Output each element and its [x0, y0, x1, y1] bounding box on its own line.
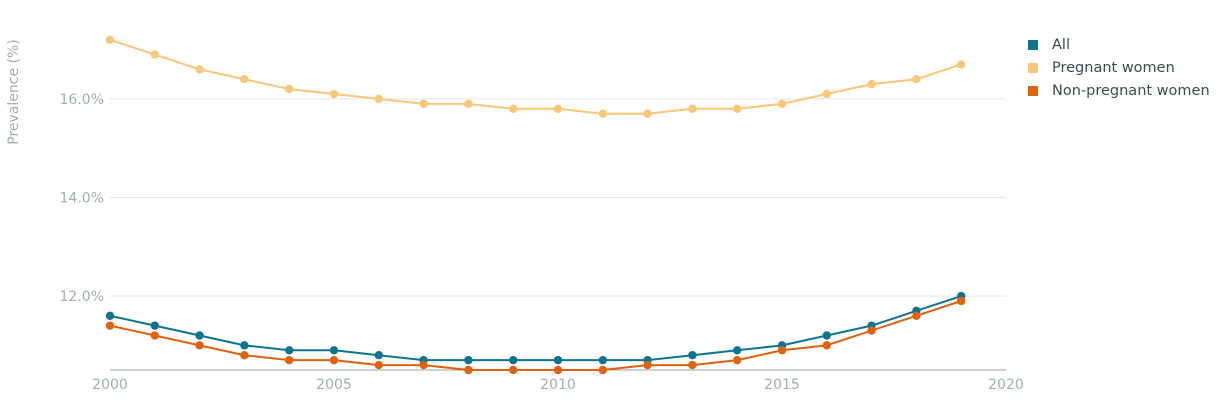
data-point — [285, 84, 294, 94]
legend: All Pregnant women Non-pregnant women — [1028, 33, 1210, 102]
data-point — [240, 75, 249, 84]
data-point — [867, 326, 876, 335]
y-tick-label: 14.0% — [60, 191, 104, 207]
grid-lines — [110, 98, 1006, 297]
data-point — [957, 60, 966, 69]
data-point — [777, 99, 787, 109]
data-point — [822, 89, 831, 99]
data-point — [195, 331, 204, 340]
data-point — [509, 104, 518, 113]
data-point — [598, 355, 607, 365]
data-point — [733, 104, 742, 113]
y-tick-label: 12.0% — [60, 289, 104, 305]
data-point — [733, 355, 742, 365]
x-tick-label: 2005 — [316, 377, 352, 393]
data-point — [329, 346, 339, 355]
data-point — [553, 104, 563, 113]
data-point — [598, 109, 607, 118]
data-point — [912, 311, 921, 320]
data-point — [822, 331, 831, 340]
legend-label: Non-pregnant women — [1052, 82, 1210, 99]
data-point — [643, 360, 652, 370]
data-point — [240, 351, 249, 360]
data-point — [419, 99, 428, 109]
data-point — [733, 346, 742, 355]
data-point — [957, 296, 966, 306]
data-point — [598, 365, 607, 375]
data-point — [419, 360, 428, 370]
legend-swatch — [1028, 39, 1038, 50]
data-point — [912, 75, 921, 84]
data-point — [285, 355, 294, 365]
legend-item: Pregnant women — [1028, 56, 1210, 79]
legend-item: Non-pregnant women — [1028, 79, 1210, 102]
data-point — [688, 360, 697, 370]
data-point — [285, 346, 294, 355]
series-group — [105, 35, 966, 375]
data-point — [553, 355, 563, 365]
data-point — [329, 89, 339, 99]
data-point — [105, 311, 115, 320]
series-line — [109, 38, 962, 115]
data-point — [643, 109, 652, 118]
legend-swatch — [1028, 85, 1038, 96]
data-point — [150, 331, 159, 340]
data-point — [688, 351, 697, 360]
series-1 — [105, 35, 966, 118]
data-point — [509, 355, 518, 365]
y-tick-label: 16.0% — [60, 92, 104, 108]
x-tick-label: 2000 — [92, 377, 128, 393]
data-point — [240, 341, 249, 350]
x-tick-label: 2010 — [540, 377, 576, 393]
data-point — [509, 365, 518, 375]
data-point — [195, 65, 204, 74]
data-point — [374, 351, 383, 360]
series-line — [109, 295, 962, 362]
y-axis: 12.0% 14.0% 16.0% — [60, 92, 104, 305]
series-line — [109, 300, 962, 371]
legend-swatch — [1028, 62, 1038, 73]
data-point — [374, 360, 383, 370]
data-point — [105, 35, 115, 44]
data-point — [688, 104, 697, 113]
data-point — [867, 79, 876, 89]
legend-label: All — [1052, 36, 1070, 53]
data-point — [195, 341, 204, 350]
data-point — [374, 94, 383, 104]
x-tick-label: 2015 — [764, 377, 800, 393]
data-point — [464, 355, 473, 365]
legend-item: All — [1028, 33, 1210, 56]
data-point — [105, 321, 115, 330]
data-point — [150, 50, 159, 59]
series-2 — [105, 296, 966, 375]
legend-label: Pregnant women — [1052, 59, 1175, 76]
data-point — [150, 321, 159, 330]
data-point — [822, 341, 831, 350]
data-point — [777, 346, 787, 355]
y-axis-title: Prevalence (%) — [6, 39, 22, 145]
x-tick-label: 2020 — [988, 377, 1024, 393]
data-point — [553, 365, 563, 375]
data-point — [464, 365, 473, 375]
data-point — [329, 355, 339, 365]
data-point — [464, 99, 473, 109]
